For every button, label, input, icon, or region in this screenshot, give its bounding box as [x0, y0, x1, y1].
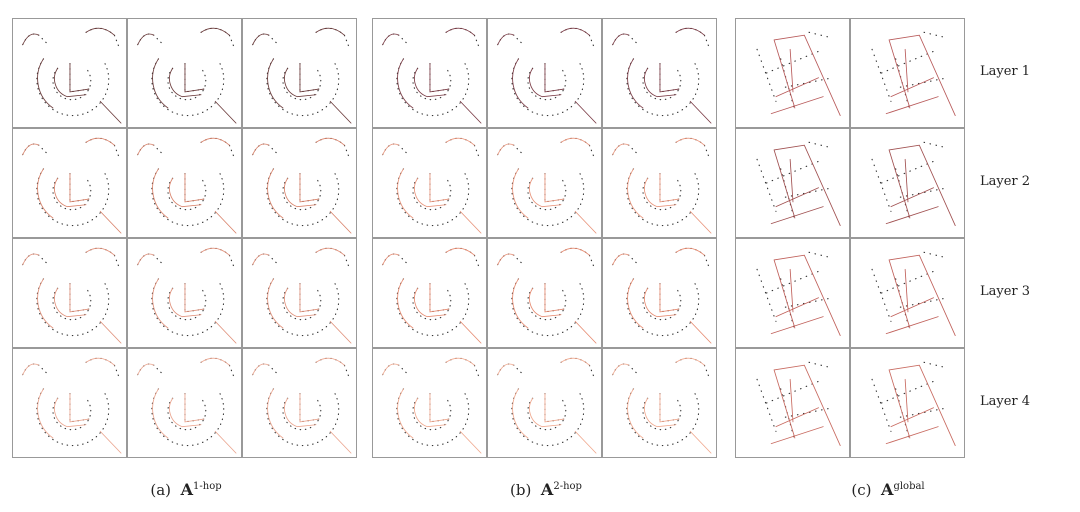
- caption-a: (a) A1-hop: [150, 480, 222, 499]
- layer-label: Layer 3: [980, 284, 1031, 299]
- thumbnail-frame: [735, 18, 850, 128]
- thumbnail-frame: [850, 238, 965, 348]
- layer-label: Layer 2: [980, 174, 1031, 189]
- thumbnail-frame: [850, 128, 965, 238]
- layer-label: Layer 4: [980, 394, 1031, 409]
- thumbnail-frame: [735, 128, 850, 238]
- thumbnail-frame: [850, 348, 965, 458]
- layer-label: Layer 1: [980, 64, 1031, 79]
- caption-b: (b) A2-hop: [510, 480, 582, 499]
- thumbnail-frame: [735, 348, 850, 458]
- caption-c: (c) Aglobal: [851, 480, 925, 499]
- thumbnail-frame: [850, 18, 965, 128]
- thumbnail-frame: [735, 238, 850, 348]
- figure: [12, 18, 965, 458]
